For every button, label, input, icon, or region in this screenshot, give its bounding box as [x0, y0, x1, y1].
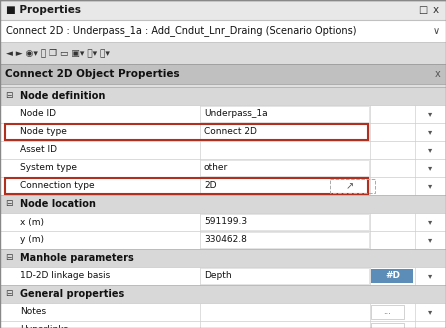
Text: Underpass_1a: Underpass_1a	[204, 110, 268, 118]
Bar	[0, 42, 446, 64]
Text: Node ID: Node ID	[20, 110, 56, 118]
Bar	[5, 124, 368, 140]
Bar	[0, 159, 446, 177]
Text: #D: #D	[385, 272, 400, 280]
Bar	[0, 195, 446, 213]
Text: other: other	[204, 163, 228, 173]
Text: ◄ ► ◉▾ ✋ ❒ ▭ ▣▾ 🔑▾ ❓▾: ◄ ► ◉▾ ✋ ❒ ▭ ▣▾ 🔑▾ ❓▾	[6, 49, 110, 57]
Text: 1D-2D linkage basis: 1D-2D linkage basis	[20, 272, 110, 280]
Text: ⊟: ⊟	[5, 254, 12, 262]
Bar	[0, 177, 446, 195]
Text: Manhole parameters: Manhole parameters	[20, 253, 134, 263]
Bar	[200, 214, 369, 230]
Text: x: x	[433, 5, 439, 15]
Text: Connect 2D: Connect 2D	[204, 128, 257, 136]
Text: ■ Properties: ■ Properties	[6, 5, 81, 15]
Bar	[200, 178, 369, 194]
Bar	[200, 106, 369, 122]
Text: ▾: ▾	[428, 110, 433, 118]
Bar	[371, 269, 413, 283]
Text: Connect 2D : Underpass_1a : Add_Cndut_Lnr_Draing (Scenario Options): Connect 2D : Underpass_1a : Add_Cndut_Ln…	[6, 26, 356, 36]
Text: ▾: ▾	[428, 163, 433, 173]
Bar	[0, 105, 446, 123]
Bar	[0, 231, 446, 249]
Text: Notes: Notes	[20, 308, 46, 317]
Bar	[0, 87, 446, 105]
Text: ...: ...	[384, 325, 392, 328]
Text: System type: System type	[20, 163, 77, 173]
Text: ⊟: ⊟	[5, 290, 12, 298]
Text: x: x	[435, 69, 441, 79]
Bar	[0, 20, 446, 42]
Text: ↗: ↗	[346, 181, 354, 191]
Text: 330462.8: 330462.8	[204, 236, 247, 244]
Text: Connect 2D Object Properties: Connect 2D Object Properties	[5, 69, 180, 79]
Bar	[0, 267, 446, 285]
Text: General properties: General properties	[20, 289, 124, 299]
Bar	[0, 123, 446, 141]
Text: Hyperlinks: Hyperlinks	[20, 325, 68, 328]
Bar	[200, 124, 369, 140]
Text: ▾: ▾	[428, 308, 433, 317]
Text: Node definition: Node definition	[20, 91, 105, 101]
Text: Depth: Depth	[204, 272, 231, 280]
Bar	[0, 321, 446, 328]
Bar	[0, 64, 446, 84]
Bar	[330, 179, 375, 193]
Text: ∨: ∨	[433, 26, 440, 36]
Text: ▾: ▾	[428, 181, 433, 191]
Text: 2D: 2D	[204, 181, 216, 191]
Text: x (m): x (m)	[20, 217, 44, 227]
Text: Connection type: Connection type	[20, 181, 95, 191]
Text: ▾: ▾	[428, 146, 433, 154]
Text: ▾: ▾	[428, 325, 433, 328]
Text: ...: ...	[384, 308, 392, 317]
Bar	[371, 305, 404, 319]
Bar	[0, 303, 446, 321]
Text: ▾: ▾	[428, 272, 433, 280]
Bar	[0, 141, 446, 159]
Text: 591199.3: 591199.3	[204, 217, 247, 227]
Bar	[5, 178, 368, 194]
Bar	[0, 285, 446, 303]
Text: ▾: ▾	[428, 217, 433, 227]
Bar	[200, 160, 369, 176]
Text: ▾: ▾	[428, 236, 433, 244]
Text: ⊟: ⊟	[5, 199, 12, 209]
Bar	[0, 213, 446, 231]
Text: ▾: ▾	[428, 128, 433, 136]
Text: Node location: Node location	[20, 199, 96, 209]
Bar	[200, 268, 369, 284]
Bar	[0, 249, 446, 267]
Text: ⊟: ⊟	[5, 92, 12, 100]
Bar	[371, 323, 404, 328]
Text: y (m): y (m)	[20, 236, 44, 244]
Text: Node type: Node type	[20, 128, 67, 136]
Text: Asset ID: Asset ID	[20, 146, 57, 154]
Bar	[0, 84, 446, 87]
Bar	[200, 232, 369, 248]
Text: □: □	[418, 5, 427, 15]
Bar	[0, 0, 446, 20]
